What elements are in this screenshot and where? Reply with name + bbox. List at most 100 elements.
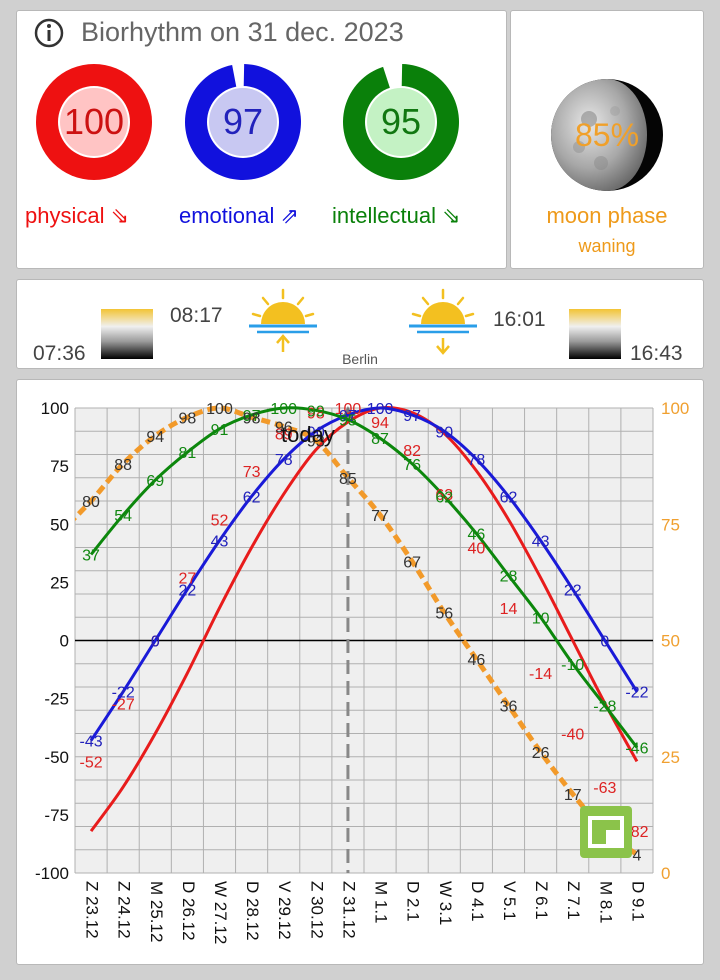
y-tick-left: -75 (44, 806, 69, 825)
city-label: Berlin (342, 351, 378, 367)
intellectual-data-label: 81 (178, 445, 196, 462)
moon-data-label: 100 (206, 401, 233, 418)
emotional-data-label: 90 (435, 424, 453, 441)
intellectual-data-label: 95 (339, 413, 357, 430)
intellectual-data-label: 100 (270, 401, 297, 418)
intellectual-ring[interactable]: 95 (342, 63, 460, 181)
biorhythm-chart-card[interactable]: 100 75 50 25 0 -25 -50 -75 -100 100 75 50 25 0 Z 23.12… (16, 379, 704, 965)
intellectual-data-label: 54 (114, 508, 132, 525)
intellectual-data-label: 99 (307, 403, 325, 420)
x-tick-label: Z 23.12 (83, 881, 102, 939)
physical-data-label: 100 (335, 401, 362, 418)
dawn-gradient-icon (101, 309, 153, 359)
moon-data-label: 36 (500, 699, 518, 716)
physical-data-label: 89 (275, 427, 293, 444)
moon-data-label: 56 (435, 606, 453, 623)
emotional-ring[interactable]: 97 (184, 63, 302, 181)
physical-data-label: 94 (371, 415, 389, 432)
sunrise-icon (249, 288, 317, 352)
y-tick-left: 0 (60, 632, 69, 651)
intellectual-data-label: 76 (403, 457, 421, 474)
physical-value: 100 (63, 101, 125, 142)
x-tick-label: D 2.1 (404, 881, 423, 922)
physical-data-label: -27 (112, 696, 135, 713)
physical-series-line (89, 405, 639, 833)
y-tick-right: 25 (661, 748, 680, 767)
x-tick-label: W 27.12 (211, 881, 230, 944)
x-tick-label: Z 6.1 (532, 881, 551, 920)
x-tick-label: Z 24.12 (115, 881, 134, 939)
x-tick-label: W 3.1 (436, 881, 455, 925)
intellectual-series-line (89, 406, 639, 749)
moon-data-label: 77 (371, 508, 389, 525)
emotional-data-label: -43 (79, 733, 102, 750)
intellectual-data-label: 37 (82, 547, 100, 564)
physical-data-label: 14 (500, 601, 518, 618)
y-tick-left: -100 (35, 864, 69, 883)
y-tick-left: 25 (50, 573, 69, 592)
intellectual-data-label: 62 (435, 489, 453, 506)
today-label: today (281, 422, 335, 447)
intellectual-data-label: 87 (371, 431, 389, 448)
moon-data-label: 26 (532, 745, 550, 762)
intellectual-data-label: 91 (211, 422, 229, 439)
x-tick-label: D 28.12 (243, 881, 262, 941)
emotional-data-label: 43 (532, 534, 550, 551)
expand-icon[interactable] (579, 805, 633, 859)
x-tick-label: Z 7.1 (564, 881, 583, 920)
emotional-data-label: 97 (339, 408, 357, 425)
x-tick-label: D 4.1 (468, 881, 487, 922)
info-icon[interactable] (33, 17, 65, 49)
moon-state-label: waning (578, 236, 636, 256)
intellectual-data-label: 28 (500, 568, 518, 585)
physical-data-label: 27 (178, 571, 196, 588)
dawn-time: 07:36 (33, 342, 86, 365)
sunrise-time: 08:17 (170, 304, 223, 327)
moon-data-label: 46 (467, 652, 485, 669)
emotional-data-label: 22 (564, 582, 582, 599)
sun-times-card: 07:36 08:17 Berlin 16:01 16:43 (16, 279, 704, 369)
moon-phase-card[interactable]: 85% moon phase waning (510, 10, 704, 269)
moon-data-label: 96 (275, 420, 293, 437)
physical-ring[interactable]: 100 (35, 63, 153, 181)
emotional-data-label: 78 (275, 452, 293, 469)
physical-label: physical ⇘ (25, 203, 130, 228)
x-tick-label: Z 30.12 (307, 881, 326, 939)
emotional-data-label: 97 (403, 408, 421, 425)
physical-data-label: -63 (593, 780, 616, 797)
moon-data-label: 67 (403, 554, 421, 571)
physical-data-label: 98 (307, 406, 325, 423)
y-tick-right: 50 (661, 632, 680, 651)
moon-data-label: 88 (114, 457, 132, 474)
physical-data-label: 40 (467, 541, 485, 558)
physical-data-label: -52 (79, 754, 102, 771)
sunset-icon (409, 288, 477, 355)
emotional-data-label: 0 (151, 634, 160, 651)
dusk-gradient-icon (569, 309, 621, 359)
emotional-label: emotional ⇗ (179, 203, 299, 228)
intellectual-data-label: -10 (561, 657, 584, 674)
moon-percent: 85% (574, 117, 640, 153)
physical-data-label: 0 (151, 634, 160, 651)
moon-data-label: 94 (146, 429, 164, 446)
physical-data-label: 63 (435, 487, 453, 504)
y-tick-left: -50 (44, 748, 69, 767)
emotional-data-label: 78 (467, 452, 485, 469)
y-tick-left: 50 (50, 515, 69, 534)
emotional-data-label: 90 (307, 424, 325, 441)
intellectual-data-label: -46 (625, 740, 648, 757)
emotional-data-label: 62 (243, 489, 261, 506)
x-tick-label: M 25.12 (147, 881, 166, 942)
x-tick-label: M 8.1 (596, 881, 615, 924)
physical-data-label: -14 (529, 666, 552, 683)
x-tick-label: V 29.12 (275, 881, 294, 940)
emotional-series-line (89, 406, 639, 742)
physical-data-label: 73 (243, 464, 261, 481)
emotional-data-label: -22 (625, 685, 648, 702)
x-tick-label: V 5.1 (500, 881, 519, 921)
y-tick-left: 100 (41, 399, 69, 418)
intellectual-data-label: 46 (467, 527, 485, 544)
emotional-value: 97 (222, 101, 264, 142)
x-tick-label: D 9.1 (628, 881, 647, 922)
